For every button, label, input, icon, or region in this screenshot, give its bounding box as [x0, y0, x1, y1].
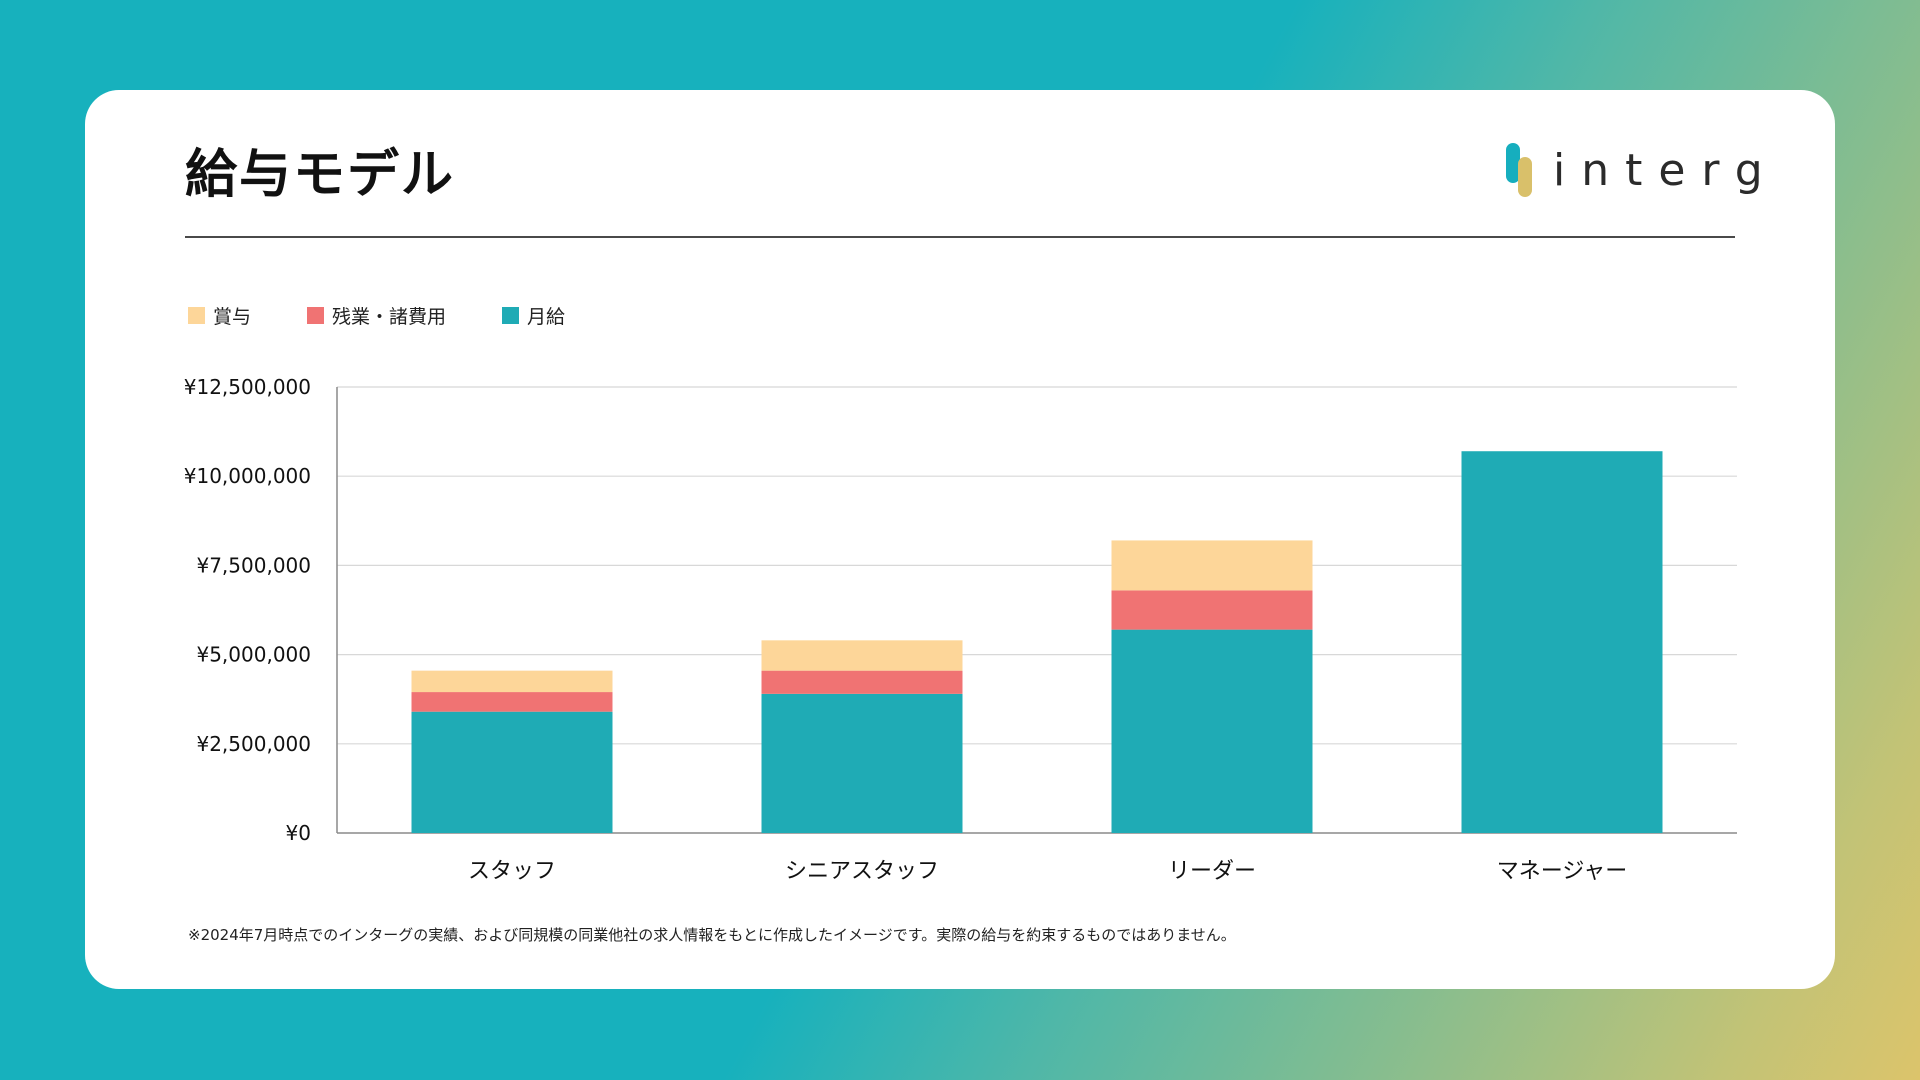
- legend-item: 月給: [502, 302, 565, 329]
- chart-card: 給与モデル interg 賞与 残業・諸費用 月給 ¥0 ¥2,500,000 ¥5,0…: [85, 90, 1835, 989]
- x-tick-label: リーダー: [1168, 859, 1256, 884]
- bar-segment: [411, 670, 613, 693]
- bar-segment: [1111, 629, 1313, 833]
- bar-segment: [411, 711, 613, 833]
- bar-segment: [761, 693, 963, 833]
- bar-segment: [761, 640, 963, 671]
- logo-mark-icon: [1506, 143, 1532, 197]
- legend-item: 残業・諸費用: [307, 302, 446, 329]
- y-tick-label: ¥0: [286, 821, 311, 845]
- legend-item: 賞与: [188, 302, 251, 329]
- footnote: ※2024年7月時点でのインターグの実績、および同規模の同業他社の求人情報をもと…: [188, 926, 1236, 944]
- legend-label: 残業・諸費用: [332, 306, 447, 328]
- y-tick-label: ¥10,000,000: [184, 464, 311, 488]
- legend-label: 月給: [527, 306, 566, 328]
- page-title: 給与モデル: [185, 145, 456, 205]
- bar-segment: [1111, 590, 1313, 630]
- bar-segment: [411, 692, 613, 712]
- y-tick-label: ¥2,500,000: [196, 732, 311, 756]
- bar-segment: [1461, 451, 1663, 833]
- legend-label: 賞与: [213, 306, 252, 328]
- logo: interg: [1505, 142, 1779, 198]
- legend-swatch: [188, 307, 205, 324]
- y-tick-label: ¥7,500,000: [196, 553, 311, 577]
- legend-swatch: [307, 307, 325, 324]
- y-tick-label: ¥5,000,000: [196, 643, 311, 667]
- stacked-bar-chart: ¥0 ¥2,500,000 ¥5,000,000 ¥7,500,000 ¥10,000,…: [184, 375, 1737, 884]
- y-tick-label: ¥12,500,000: [184, 375, 311, 399]
- x-tick-label: マネージャー: [1497, 859, 1627, 884]
- logo-text: interg: [1553, 144, 1779, 196]
- legend-swatch: [502, 307, 520, 324]
- x-tick-label: スタッフ: [468, 859, 556, 884]
- title-divider: [185, 236, 1735, 238]
- bar-segment: [1111, 540, 1313, 591]
- bar-segment: [761, 670, 963, 694]
- chart-legend: 賞与 残業・諸費用 月給: [188, 302, 621, 329]
- x-tick-label: シニアスタッフ: [785, 859, 939, 884]
